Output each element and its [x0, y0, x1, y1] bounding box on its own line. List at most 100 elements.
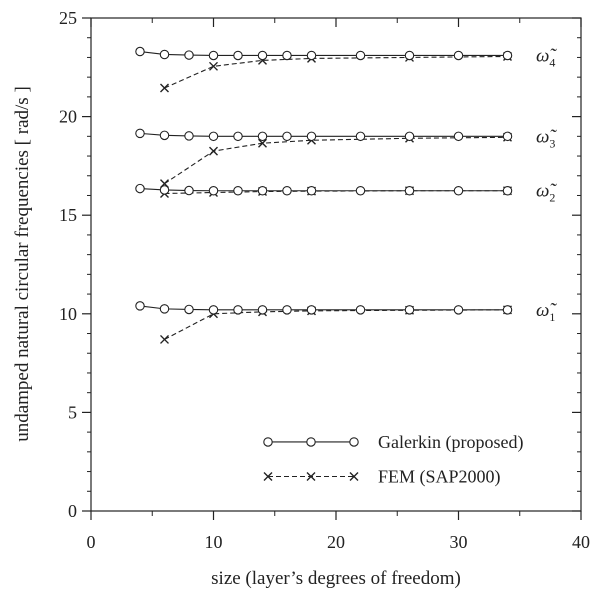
- fem-point-mode-1: [160, 334, 169, 344]
- galerkin-series-mode-1: [135, 301, 513, 315]
- legend-entry-2: FEM (SAP2000): [263, 466, 501, 487]
- legend-marker: [349, 437, 359, 447]
- y-tick-label: 10: [59, 304, 77, 324]
- galerkin-point-mode-3: [257, 131, 268, 142]
- galerkin-point-mode-3: [453, 131, 464, 142]
- galerkin-point-mode-3: [135, 128, 145, 139]
- x-tick-label: 40: [572, 532, 590, 552]
- mode-label-3: ω̃3: [536, 126, 557, 150]
- mode-label-4: ω̃4: [536, 45, 557, 69]
- galerkin-point-mode-3: [184, 131, 194, 141]
- x-tick-label: 0: [87, 532, 96, 552]
- y-tick-label: 0: [68, 501, 77, 521]
- galerkin-point-mode-3: [208, 131, 219, 142]
- galerkin-point-mode-2: [282, 185, 292, 196]
- series-layer: [135, 46, 513, 344]
- galerkin-line-mode-3: [139, 132, 508, 137]
- galerkin-point-mode-4: [159, 49, 170, 60]
- fem-point-mode-3: [258, 138, 267, 148]
- galerkin-point-mode-1: [233, 305, 243, 315]
- legend-marker: [263, 471, 273, 481]
- mode-label-sub-3: 3: [549, 136, 555, 150]
- galerkin-line-mode-2: [139, 188, 508, 192]
- mode-label-sub-2: 2: [549, 191, 555, 205]
- fem-point-mode-4: [160, 83, 169, 93]
- legend: Galerkin (proposed) FEM (SAP2000): [263, 432, 523, 487]
- galerkin-point-mode-1: [257, 305, 268, 315]
- galerkin-line-mode-1: [139, 305, 508, 311]
- galerkin-point-mode-3: [306, 131, 317, 142]
- y-tick-label: 15: [59, 205, 77, 225]
- galerkin-point-mode-2: [184, 185, 194, 196]
- mode-label-1: ω̃1: [536, 300, 557, 324]
- x-tick-label: 10: [205, 532, 223, 552]
- galerkin-point-mode-4: [404, 50, 415, 61]
- galerkin-point-mode-2: [159, 185, 170, 195]
- galerkin-point-mode-2: [404, 185, 415, 196]
- legend-marker: [263, 437, 273, 447]
- fem-line-mode-4: [164, 55, 508, 89]
- galerkin-point-mode-2: [453, 185, 464, 196]
- legend-marker: [349, 471, 359, 481]
- galerkin-point-mode-3: [502, 131, 513, 142]
- mode-label-2: ω̃2: [536, 181, 557, 205]
- galerkin-series-mode-2: [135, 183, 513, 196]
- legend-entry-1: Galerkin (proposed): [263, 432, 523, 453]
- galerkin-point-mode-4: [355, 50, 366, 61]
- galerkin-point-mode-2: [208, 185, 219, 196]
- legend-marker: [306, 471, 316, 481]
- galerkin-point-mode-4: [135, 46, 145, 57]
- legend-label: FEM (SAP2000): [378, 466, 501, 487]
- galerkin-point-mode-4: [233, 50, 243, 61]
- galerkin-point-mode-4: [208, 50, 219, 61]
- y-tick-label: 20: [59, 107, 77, 127]
- mode-labels: ω̃1 ω̃2 ω̃3 ω̃4: [536, 45, 557, 323]
- galerkin-point-mode-3: [404, 131, 415, 142]
- galerkin-point-mode-1: [159, 304, 170, 314]
- galerkin-point-mode-1: [404, 305, 415, 315]
- galerkin-point-mode-4: [502, 50, 513, 61]
- fem-point-mode-3: [209, 146, 218, 156]
- galerkin-point-mode-2: [135, 183, 145, 194]
- galerkin-point-mode-3: [355, 131, 366, 142]
- legend-marker: [306, 437, 316, 447]
- galerkin-point-mode-1: [184, 304, 194, 315]
- axis-ticks: 0 10 20 30 40 0 5 10 15 20 25: [59, 8, 590, 552]
- galerkin-point-mode-4: [282, 50, 292, 61]
- x-axis-title: size (layer’s degrees of freedom): [211, 568, 461, 589]
- galerkin-point-mode-3: [233, 131, 243, 142]
- galerkin-point-mode-2: [257, 185, 268, 196]
- legend-label: Galerkin (proposed): [378, 432, 523, 453]
- galerkin-point-mode-1: [306, 305, 317, 315]
- galerkin-series-mode-3: [135, 128, 513, 142]
- galerkin-point-mode-4: [453, 50, 464, 61]
- galerkin-point-mode-2: [306, 185, 317, 196]
- galerkin-point-mode-2: [233, 185, 243, 196]
- x-tick-label: 20: [327, 532, 345, 552]
- galerkin-point-mode-1: [355, 305, 366, 315]
- fem-series-mode-3: [160, 132, 512, 189]
- mode-label-sub-1: 1: [549, 310, 555, 324]
- y-axis-title: undamped natural circular frequencies [ …: [12, 86, 33, 442]
- galerkin-point-mode-1: [453, 305, 464, 315]
- fem-point-mode-4: [209, 61, 218, 71]
- galerkin-point-mode-2: [502, 185, 513, 196]
- galerkin-point-mode-4: [257, 50, 268, 61]
- x-tick-label: 30: [450, 532, 468, 552]
- galerkin-point-mode-4: [306, 50, 317, 61]
- fem-line-mode-1: [164, 309, 508, 340]
- galerkin-point-mode-1: [208, 305, 219, 315]
- galerkin-point-mode-1: [282, 305, 292, 315]
- galerkin-series-mode-4: [135, 46, 513, 61]
- galerkin-point-mode-3: [159, 130, 170, 141]
- galerkin-point-mode-1: [502, 305, 513, 315]
- y-tick-label: 25: [59, 8, 77, 28]
- galerkin-point-mode-4: [184, 50, 194, 60]
- mode-label-sub-4: 4: [549, 55, 555, 69]
- galerkin-point-mode-3: [282, 131, 292, 142]
- galerkin-line-mode-4: [139, 50, 508, 57]
- fem-line-mode-3: [164, 136, 508, 185]
- galerkin-point-mode-1: [135, 301, 145, 311]
- y-tick-label: 5: [68, 402, 77, 422]
